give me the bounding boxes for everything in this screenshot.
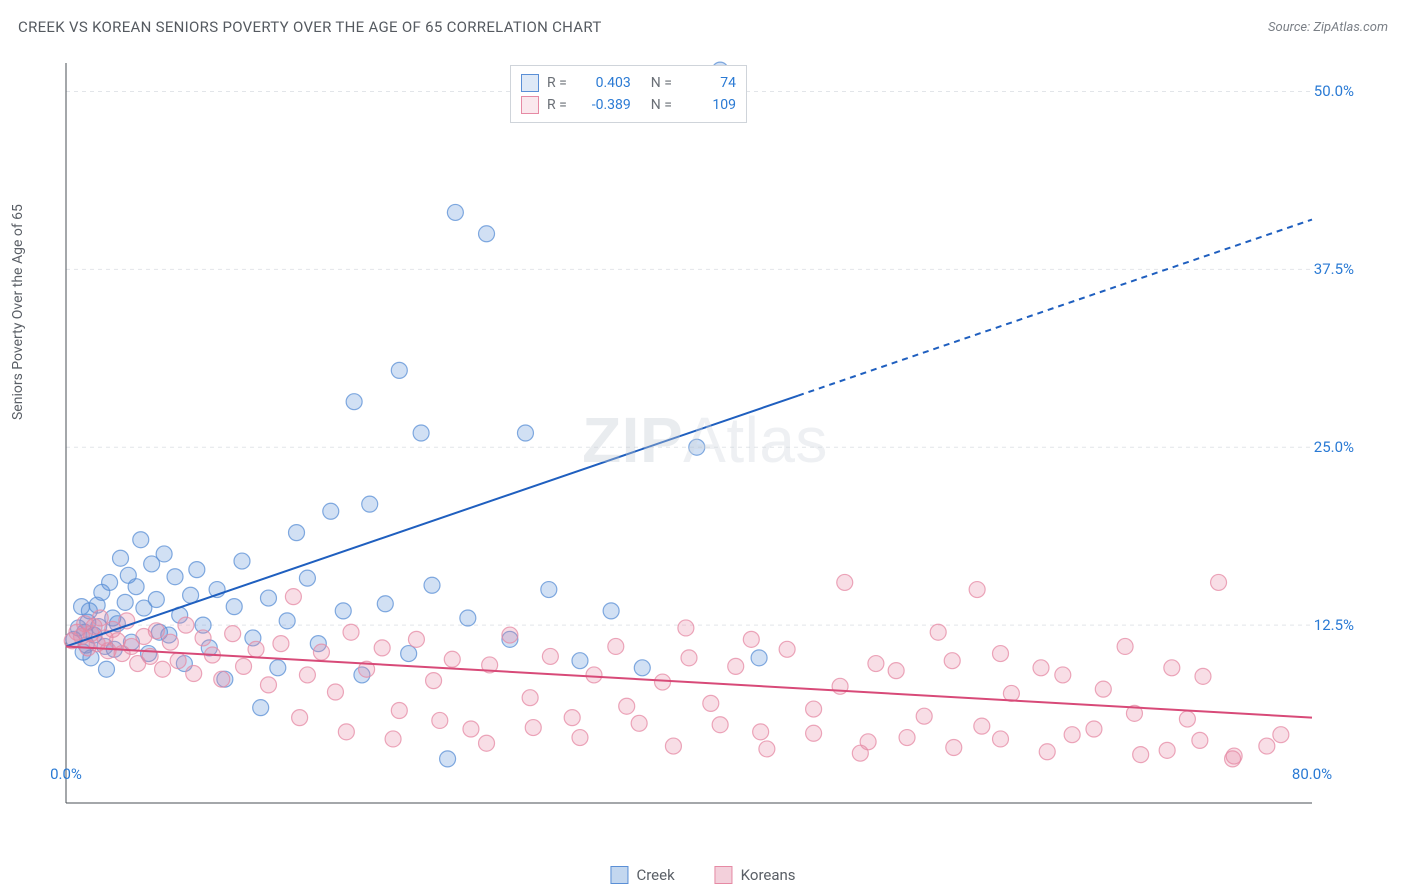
stat-swatch — [521, 74, 539, 92]
chart-plot-area: ZIPAtlas R =0.403N =74R =-0.389N =109 12… — [50, 55, 1360, 825]
y-axis-label: Seniors Poverty Over the Age of 65 — [10, 204, 26, 420]
correlation-stats-box: R = 0.403 N = 74 R = -0.389 N = 109 — [510, 65, 747, 123]
stat-n-value: 109 — [680, 94, 736, 116]
stat-n-value: 74 — [680, 72, 736, 94]
y-tick-label: 25.0% — [1314, 438, 1354, 456]
chart-title: CREEK VS KOREAN SENIORS POVERTY OVER THE… — [18, 18, 602, 36]
legend-swatch-koreans — [715, 866, 733, 884]
stat-n-label: N = — [651, 94, 672, 116]
legend-swatch-creek — [610, 866, 628, 884]
stat-r-value: -0.389 — [575, 94, 631, 116]
x-tick-label: 80.0% — [1292, 765, 1332, 783]
y-tick-label: 37.5% — [1314, 260, 1354, 278]
chart-svg — [50, 55, 1360, 825]
legend: Creek Koreans — [610, 866, 795, 884]
stat-row: R = -0.389 N = 109 — [521, 94, 736, 116]
legend-label-creek: Creek — [636, 866, 674, 884]
stat-r-label: R = — [547, 72, 567, 94]
legend-item-creek: Creek — [610, 866, 674, 884]
stat-r-label: R = — [547, 94, 567, 116]
x-tick-label: 0.0% — [50, 765, 82, 783]
legend-item-koreans: Koreans — [715, 866, 796, 884]
chart-header: CREEK VS KOREAN SENIORS POVERTY OVER THE… — [18, 18, 1388, 36]
y-tick-label: 12.5% — [1314, 616, 1354, 634]
chart-source: Source: ZipAtlas.com — [1268, 20, 1388, 35]
stat-r-value: 0.403 — [575, 72, 631, 94]
stat-swatch — [521, 96, 539, 114]
legend-label-koreans: Koreans — [741, 866, 796, 884]
stat-n-label: N = — [651, 72, 672, 94]
y-tick-label: 50.0% — [1314, 82, 1354, 100]
stat-row: R = 0.403 N = 74 — [521, 72, 736, 94]
